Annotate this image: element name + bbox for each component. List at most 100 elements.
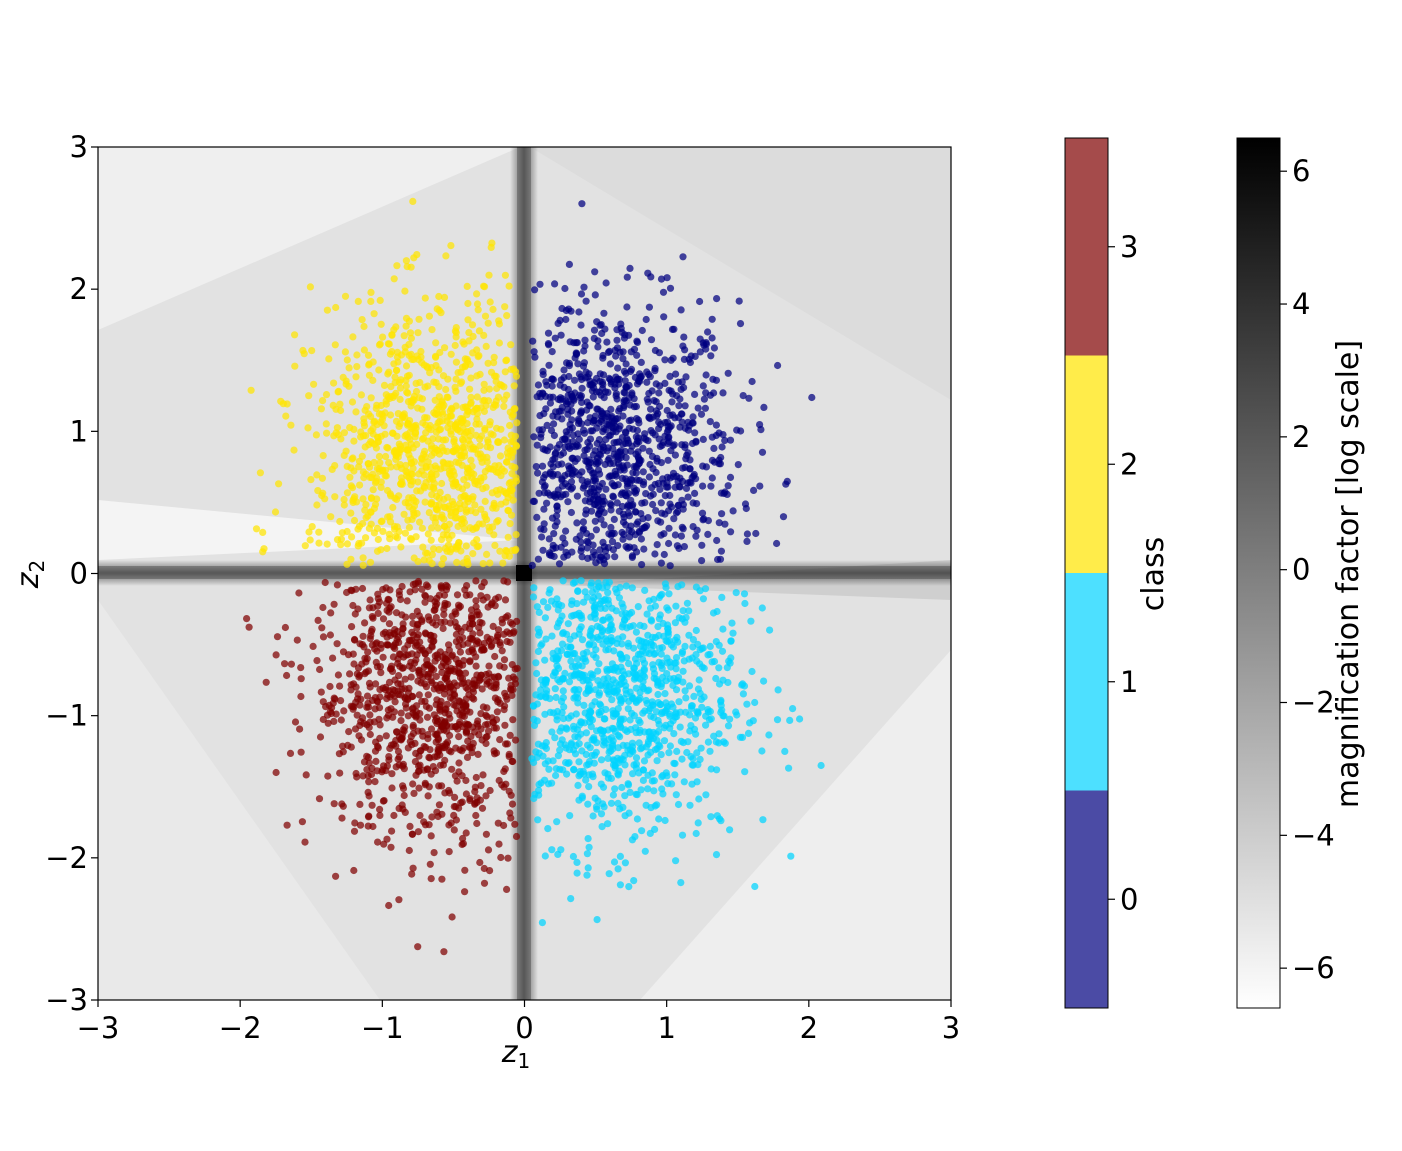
scatter-point-class-1	[672, 654, 681, 662]
scatter-point-class-1	[610, 684, 618, 693]
scatter-point-class-1	[600, 675, 608, 683]
scatter-point-class-2	[375, 452, 383, 461]
scatter-point-class-2	[489, 431, 497, 439]
scatter-point-class-2	[402, 257, 410, 265]
scatter-point-class-3	[445, 710, 453, 718]
scatter-point-class-2	[492, 504, 500, 512]
scatter-point-class-2	[503, 391, 511, 399]
scatter-point-class-3	[428, 679, 436, 687]
scatter-point-class-3	[404, 695, 412, 703]
scatter-point-class-2	[252, 525, 261, 533]
scatter-point-class-2	[481, 426, 489, 434]
scatter-point-class-0	[608, 412, 616, 421]
scatter-point-class-1	[570, 632, 579, 640]
scatter-point-class-2	[439, 555, 448, 563]
scatter-point-class-1	[727, 637, 735, 645]
scatter-point-class-2	[438, 479, 446, 488]
scatter-point-class-0	[652, 468, 660, 477]
scatter-point-class-2	[390, 360, 398, 368]
scatter-point-class-1	[678, 831, 687, 839]
scatter-point-class-2	[403, 468, 411, 476]
scatter-point-class-2	[464, 494, 473, 502]
scatter-point-class-3	[498, 647, 506, 655]
scatter-point-class-1	[559, 694, 568, 702]
scatter-point-class-3	[469, 636, 477, 644]
scatter-point-class-2	[489, 305, 497, 313]
scatter-point-class-1	[642, 696, 650, 705]
scatter-point-class-2	[330, 379, 338, 387]
scatter-point-class-0	[543, 499, 551, 507]
scatter-point-class-1	[751, 698, 759, 707]
scatter-point-class-0	[639, 481, 648, 489]
scatter-point-class-2	[402, 314, 411, 322]
scatter-point-class-1	[639, 766, 648, 774]
scatter-point-class-1	[707, 765, 715, 773]
scatter-point-class-2	[256, 469, 264, 477]
scatter-point-class-2	[443, 447, 451, 455]
scatter-point-class-0	[536, 412, 544, 420]
scatter-point-class-2	[299, 346, 307, 355]
scatter-point-class-1	[619, 603, 627, 611]
scatter-point-class-1	[535, 786, 543, 795]
scatter-point-class-0	[643, 378, 651, 386]
scatter-point-class-2	[490, 359, 498, 367]
scatter-point-class-0	[609, 492, 617, 500]
scatter-point-class-2	[371, 440, 379, 448]
scatter-point-class-0	[599, 428, 607, 436]
scatter-point-class-1	[636, 718, 644, 727]
scatter-point-class-2	[428, 326, 436, 334]
scatter-point-class-3	[491, 652, 499, 661]
scatter-point-class-3	[451, 723, 459, 731]
y-tick-label: −3	[45, 983, 88, 1017]
scatter-point-class-3	[427, 875, 435, 883]
scatter-point-class-0	[540, 483, 548, 491]
scatter-point-class-1	[671, 619, 680, 627]
scatter-point-class-2	[512, 372, 521, 380]
scatter-point-class-2	[349, 333, 357, 341]
scatter-point-class-1	[658, 710, 666, 718]
scatter-point-class-2	[410, 254, 418, 262]
scatter-point-class-3	[462, 684, 470, 692]
scatter-point-class-0	[564, 438, 572, 446]
scatter-point-class-1	[571, 750, 580, 758]
scatter-point-class-1	[689, 636, 698, 644]
scatter-point-class-0	[611, 467, 619, 475]
scatter-point-class-1	[559, 687, 567, 695]
scatter-point-class-3	[416, 811, 424, 820]
scatter-point-class-3	[466, 795, 474, 803]
scatter-point-class-0	[666, 411, 674, 419]
scatter-point-class-1	[694, 819, 702, 827]
scatter-point-class-3	[362, 658, 370, 666]
scatter-point-class-2	[482, 342, 490, 350]
scatter-point-class-0	[708, 474, 716, 482]
scatter-point-class-2	[495, 462, 503, 470]
scatter-point-class-3	[374, 602, 382, 610]
scatter-point-class-3	[402, 651, 410, 659]
scatter-point-class-2	[412, 533, 420, 541]
scatter-point-class-2	[495, 339, 503, 347]
scatter-point-class-1	[729, 629, 737, 637]
scatter-point-class-3	[396, 650, 404, 659]
scatter-point-class-1	[628, 709, 636, 717]
scatter-point-class-3	[372, 757, 380, 766]
scatter-point-class-1	[732, 589, 740, 597]
scatter-point-class-1	[541, 656, 549, 664]
scatter-point-class-1	[608, 626, 617, 634]
scatter-point-class-0	[760, 403, 768, 411]
scatter-point-class-2	[458, 485, 466, 493]
scatter-point-class-2	[407, 440, 415, 448]
scatter-point-class-0	[616, 422, 624, 430]
scatter-point-class-1	[758, 604, 766, 612]
scatter-point-class-3	[347, 686, 355, 694]
scatter-point-class-1	[621, 859, 630, 867]
scatter-point-class-1	[748, 667, 756, 676]
scatter-point-class-2	[392, 366, 401, 375]
scatter-point-class-1	[610, 858, 619, 866]
scatter-point-class-2	[312, 431, 320, 439]
scatter-point-class-3	[459, 634, 467, 642]
scatter-point-class-0	[566, 425, 574, 433]
scatter-point-class-2	[504, 453, 512, 461]
scatter-point-class-1	[622, 582, 631, 590]
scatter-point-class-3	[458, 712, 466, 720]
scatter-point-class-3	[376, 721, 384, 729]
